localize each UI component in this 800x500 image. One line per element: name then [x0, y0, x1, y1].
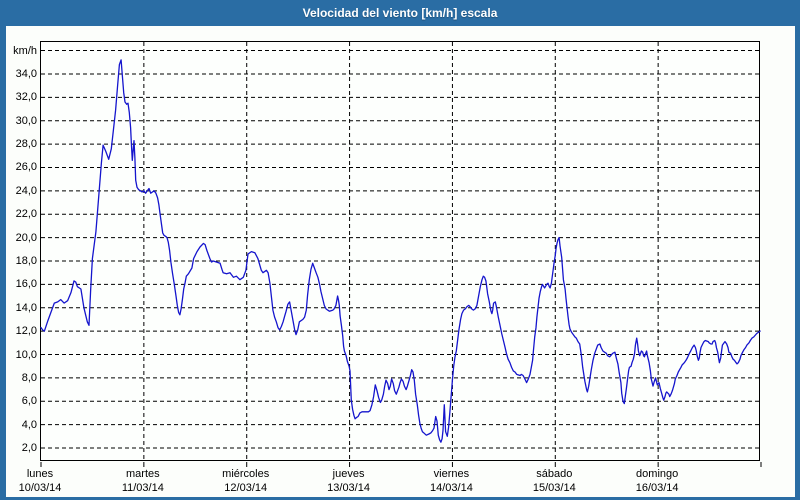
- day-date: 14/03/14: [430, 482, 473, 494]
- y-axis-tick-label: 30,0: [15, 114, 37, 127]
- wind-speed-line: [40, 59, 761, 443]
- y-axis-tick-label: 14,0: [15, 301, 37, 314]
- y-axis-tick-label: 24,0: [15, 184, 37, 197]
- y-axis-tick-label: 2,0: [21, 442, 37, 455]
- y-axis: km/h 34,0 32,0 30,0 28,0 26,0 24,0 22,0 20,0 18,0…: [6, 41, 37, 481]
- y-axis-tick-label: 16,0: [15, 278, 37, 291]
- day-date: 10/03/14: [18, 482, 62, 494]
- x-axis-day-label: sábado 15/03/14: [533, 467, 576, 495]
- x-axis-day-label: domingo 16/03/14: [636, 467, 679, 495]
- y-axis-tick-label: 28,0: [15, 138, 37, 151]
- day-date: 15/03/14: [532, 482, 576, 494]
- y-axis-tick-label: 22,0: [15, 208, 37, 221]
- day-date: 16/03/14: [635, 482, 679, 494]
- x-axis-day-label: viernes 14/03/14: [430, 467, 473, 495]
- day-name: domingo: [636, 468, 679, 480]
- day-name: viernes: [433, 468, 470, 480]
- y-axis-unit-label: km/h: [13, 44, 37, 57]
- title-bar: Velocidad del viento [km/h] escala: [0, 0, 800, 26]
- y-axis-tick-label: 10,0: [15, 348, 37, 361]
- y-axis-tick-label: 6,0: [21, 395, 37, 408]
- y-axis-tick-label: 26,0: [15, 161, 37, 174]
- y-axis-tick-label: 20,0: [15, 231, 37, 244]
- x-axis-day-label: miércoles 12/03/14: [222, 467, 269, 495]
- day-date: 12/03/14: [224, 482, 268, 494]
- y-axis-tick-label: 12,0: [15, 325, 37, 338]
- x-axis-day-label: lunes 10/03/14: [19, 467, 62, 495]
- chart-canvas: km/h 34,0 32,0 30,0 28,0 26,0 24,0 22,0 20,0 18,0…: [6, 26, 795, 497]
- day-name: sábado: [536, 468, 573, 480]
- y-axis-tick-label: 32,0: [15, 91, 37, 104]
- y-axis-tick-label: 18,0: [15, 254, 37, 267]
- plot-area: [40, 41, 762, 467]
- day-date: 13/03/14: [327, 482, 370, 494]
- day-name: lunes: [26, 468, 54, 480]
- wind-speed-chart: [40, 42, 762, 467]
- x-axis-day-label: jueves 13/03/14: [327, 467, 370, 495]
- x-axis-day-label: martes 11/03/14: [122, 467, 164, 495]
- day-name: miércoles: [222, 468, 270, 480]
- x-axis: lunes 10/03/14 martes 11/03/14 miércoles 12/0…: [19, 467, 762, 497]
- day-name: martes: [126, 468, 160, 480]
- y-axis-tick-label: 34,0: [15, 67, 37, 80]
- day-name: jueves: [332, 468, 365, 480]
- day-date: 11/03/14: [121, 482, 164, 494]
- y-axis-tick-label: 8,0: [21, 371, 37, 384]
- y-axis-tick-label: 4,0: [21, 418, 37, 431]
- chart-title: Velocidad del viento [km/h] escala: [302, 6, 498, 20]
